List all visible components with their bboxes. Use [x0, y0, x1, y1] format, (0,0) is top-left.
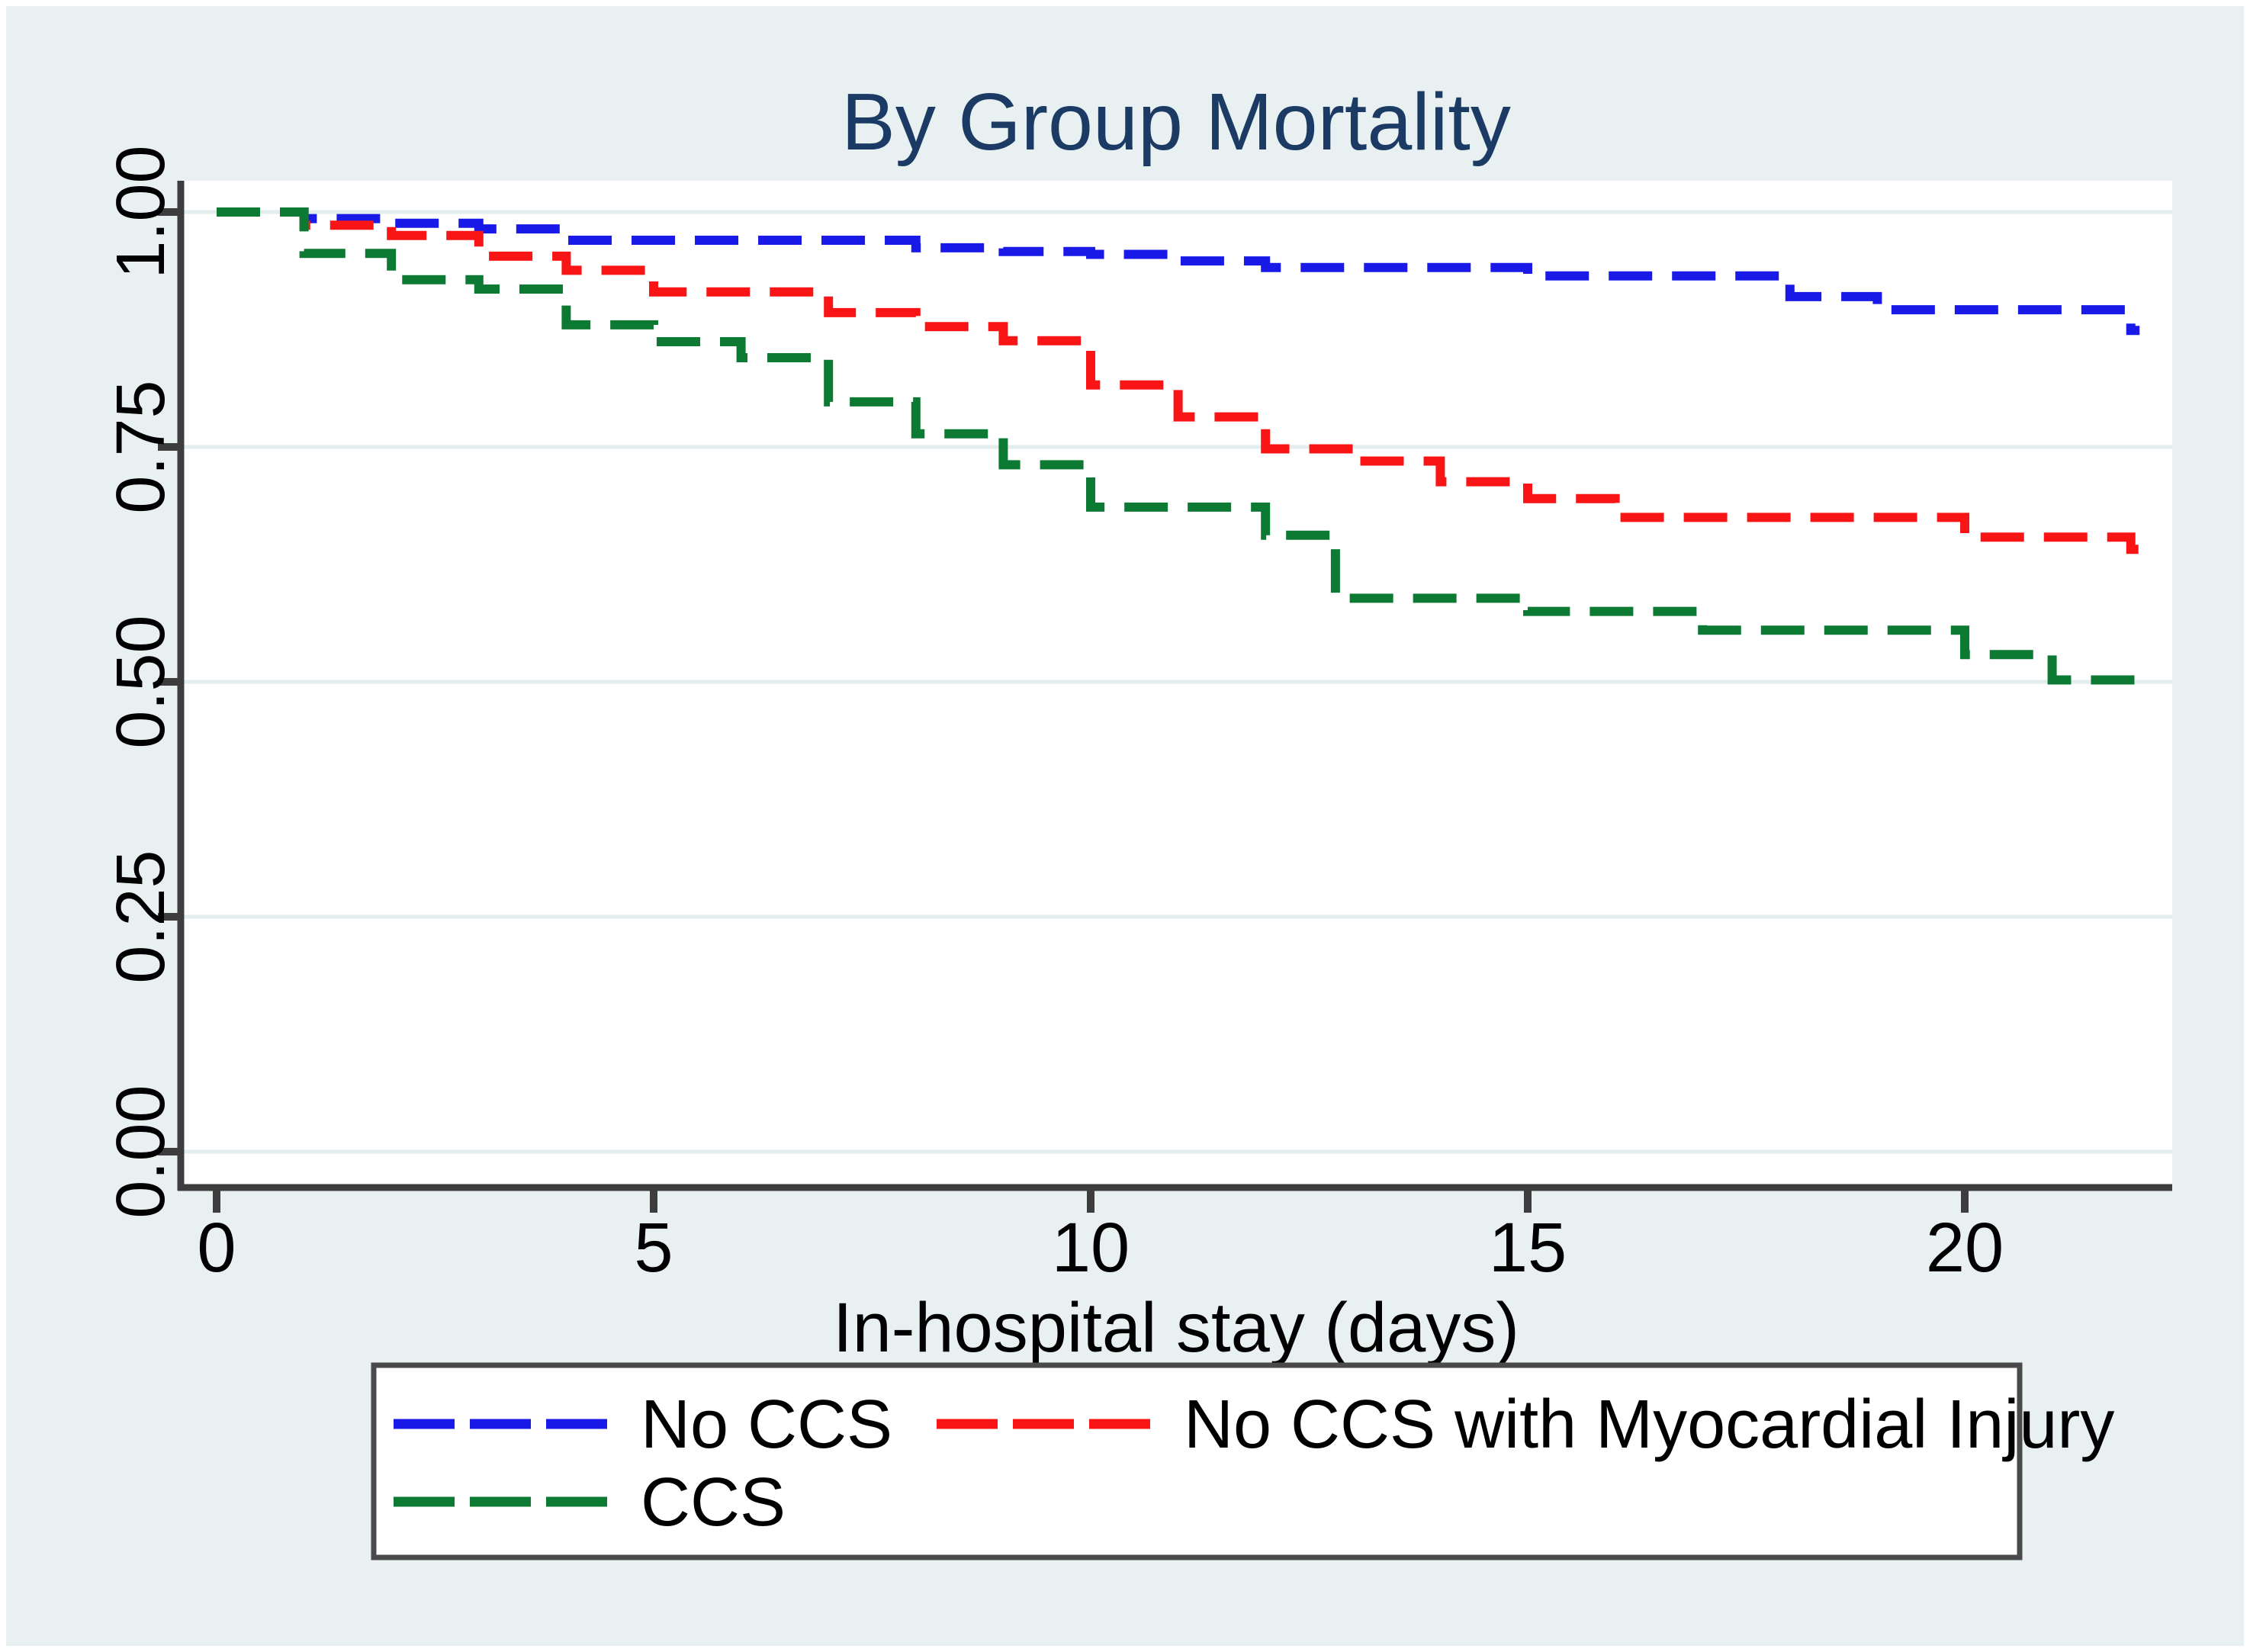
survival-curves	[217, 207, 2140, 685]
curve-ccs	[217, 207, 2140, 685]
curve-no-ccs	[217, 207, 2140, 336]
y-tick-label: 0.25	[103, 850, 179, 983]
y-tick-label: 1.00	[103, 145, 179, 278]
curve-no-ccs-with-myocardial-injury	[217, 207, 2140, 554]
x-tick-label: 15	[1489, 1209, 1567, 1287]
chart-title: By Group Mortality	[841, 77, 1511, 167]
plot-area	[181, 181, 2172, 1188]
y-tick-label: 0.50	[103, 615, 179, 748]
legend-label-ccs: CCS	[641, 1464, 786, 1541]
km-chart: 1.00 0.75 0.50 0.25 0.00 0 5 10 15 20 By Group M…	[103, 77, 2172, 1560]
x-tick-label: 0	[197, 1209, 236, 1287]
legend-label-no-ccs: No CCS	[641, 1387, 892, 1463]
legend-box	[371, 1362, 2023, 1560]
x-axis-title: In-hospital stay (days)	[833, 1289, 1519, 1367]
x-tick-label: 10	[1052, 1209, 1130, 1287]
gridlines	[181, 210, 2172, 1154]
chart-canvas: 1.00 0.75 0.50 0.25 0.00 0 5 10 15 20 By Group M…	[6, 6, 2244, 1646]
y-tick-label: 0.00	[103, 1085, 179, 1218]
y-tick-label: 0.75	[103, 380, 179, 513]
y-axis-ticks	[158, 208, 181, 1155]
legend: No CCS No CCS with Myocardial Injury CCS	[371, 1362, 2114, 1560]
y-axis-tick-labels: 1.00 0.75 0.50 0.25 0.00	[103, 145, 179, 1218]
x-tick-label: 20	[1926, 1209, 2004, 1287]
legend-label-no-ccs-mi: No CCS with Myocardial Injury	[1184, 1387, 2114, 1463]
x-tick-label: 5	[634, 1209, 673, 1287]
x-axis-tick-labels: 0 5 10 15 20	[197, 1209, 2004, 1287]
x-axis-ticks	[213, 1188, 1969, 1213]
